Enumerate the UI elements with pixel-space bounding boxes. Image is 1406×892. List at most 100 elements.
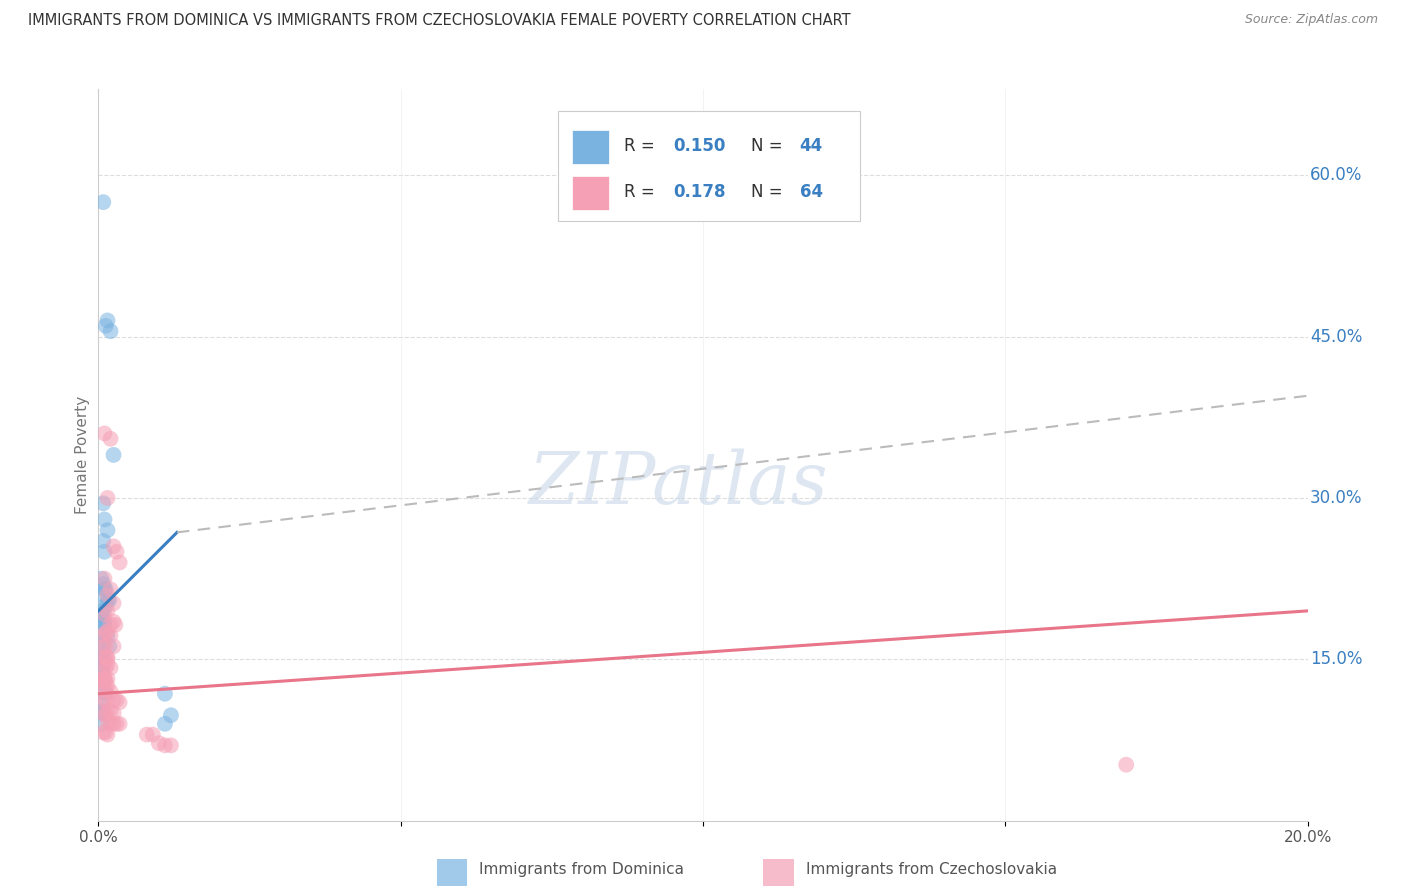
- Text: ZIPatlas: ZIPatlas: [529, 449, 828, 519]
- Point: [98, 640, 121, 654]
- Point: [108, 716, 131, 731]
- Point: [91, 577, 114, 591]
- Point: [103, 693, 125, 707]
- Point: [153, 739, 176, 753]
- Point: [91, 650, 114, 665]
- Point: [90, 672, 112, 686]
- Point: [94, 625, 117, 640]
- Point: [108, 556, 131, 570]
- Point: [103, 539, 125, 553]
- Point: [94, 582, 117, 597]
- Point: [96, 650, 118, 665]
- Point: [94, 640, 117, 654]
- Point: [93, 672, 115, 686]
- Point: [96, 491, 118, 505]
- Point: [90, 676, 112, 690]
- Point: [96, 523, 118, 537]
- Point: [105, 693, 128, 707]
- Point: [93, 615, 115, 629]
- Bar: [763, 859, 794, 887]
- Point: [96, 625, 118, 640]
- Point: [1115, 757, 1137, 772]
- Point: [91, 636, 114, 650]
- Text: R =: R =: [624, 137, 661, 155]
- Point: [142, 728, 165, 742]
- Point: [96, 672, 118, 686]
- Point: [91, 615, 114, 629]
- Point: [91, 604, 114, 618]
- Point: [96, 652, 118, 666]
- Point: [91, 706, 114, 720]
- Point: [94, 693, 117, 707]
- Point: [100, 324, 122, 338]
- Point: [108, 695, 131, 709]
- Point: [96, 728, 118, 742]
- Point: [100, 582, 122, 597]
- Text: IMMIGRANTS FROM DOMINICA VS IMMIGRANTS FROM CZECHOSLOVAKIA FEMALE POVERTY CORREL: IMMIGRANTS FROM DOMINICA VS IMMIGRANTS F…: [28, 13, 851, 29]
- Point: [94, 682, 117, 697]
- Text: 15.0%: 15.0%: [1310, 650, 1362, 668]
- Text: Immigrants from Czechoslovakia: Immigrants from Czechoslovakia: [806, 863, 1057, 877]
- Point: [94, 661, 117, 675]
- Text: 60.0%: 60.0%: [1310, 166, 1362, 185]
- Point: [96, 714, 118, 729]
- Point: [103, 640, 125, 654]
- Point: [91, 682, 114, 697]
- Text: 30.0%: 30.0%: [1310, 489, 1362, 507]
- Point: [91, 693, 114, 707]
- Bar: [572, 129, 609, 164]
- Point: [90, 588, 112, 602]
- Point: [94, 725, 117, 739]
- Y-axis label: Female Poverty: Female Poverty: [75, 396, 90, 514]
- Point: [160, 739, 183, 753]
- Point: [94, 318, 117, 333]
- Point: [90, 604, 112, 618]
- Point: [94, 708, 117, 723]
- Point: [103, 615, 125, 629]
- Point: [96, 593, 118, 607]
- Point: [90, 706, 112, 720]
- Point: [100, 629, 122, 643]
- Point: [91, 195, 114, 210]
- Bar: [437, 859, 467, 887]
- Point: [90, 663, 112, 677]
- Point: [90, 716, 112, 731]
- Point: [94, 687, 117, 701]
- Point: [160, 708, 183, 723]
- Point: [100, 684, 122, 698]
- Point: [91, 673, 114, 688]
- Point: [93, 607, 115, 621]
- Point: [93, 545, 115, 559]
- Point: [96, 629, 118, 643]
- Point: [91, 629, 114, 643]
- Point: [93, 618, 115, 632]
- Point: [100, 661, 122, 675]
- Point: [91, 640, 114, 654]
- Point: [93, 672, 115, 686]
- Point: [96, 657, 118, 672]
- Text: 0.178: 0.178: [672, 184, 725, 202]
- Point: [135, 728, 157, 742]
- Point: [90, 650, 112, 665]
- Point: [91, 661, 114, 675]
- Text: 44: 44: [800, 137, 823, 155]
- Text: Source: ZipAtlas.com: Source: ZipAtlas.com: [1244, 13, 1378, 27]
- Point: [105, 545, 128, 559]
- Point: [103, 716, 125, 731]
- Point: [100, 716, 122, 731]
- Point: [91, 704, 114, 718]
- Point: [96, 704, 118, 718]
- Point: [96, 604, 118, 618]
- Point: [91, 672, 114, 686]
- Text: 0.150: 0.150: [672, 137, 725, 155]
- Point: [105, 716, 128, 731]
- FancyBboxPatch shape: [558, 112, 860, 221]
- Point: [103, 596, 125, 610]
- Point: [91, 496, 114, 510]
- Text: R =: R =: [624, 184, 661, 202]
- Point: [100, 432, 122, 446]
- Point: [96, 313, 118, 327]
- Point: [94, 673, 117, 688]
- Point: [103, 706, 125, 720]
- Point: [93, 512, 115, 526]
